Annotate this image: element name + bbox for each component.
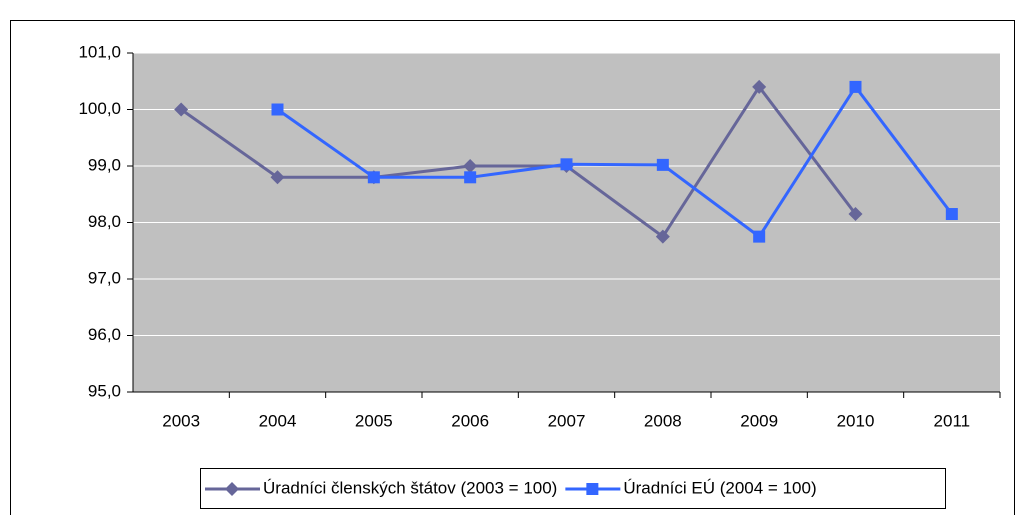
data-point [655,229,670,244]
x-tick-label: 2007 [548,411,586,430]
x-tick-label: 2010 [837,411,875,430]
x-tick-label: 2009 [740,411,778,430]
x-tick-label: 2004 [259,411,297,430]
data-point [560,158,573,171]
legend-label: Úradníci EÚ (2004 = 100) [623,478,816,497]
data-point [367,171,380,184]
data-point [752,79,767,94]
series-line [180,84,857,239]
legend-label: Úradníci členských štátov (2003 = 100) [263,478,557,497]
y-tick-label: 95,0 [88,381,121,400]
x-tick-label: 2003 [162,411,200,430]
data-point [174,102,189,117]
x-tick-label: 2005 [355,411,393,430]
x-tick-label: 2008 [644,411,682,430]
series-line [276,84,954,239]
y-tick-label: 99,0 [88,155,121,174]
y-tick-label: 101,0 [78,42,121,61]
data-point [656,158,669,171]
x-tick-label: 2006 [451,411,489,430]
y-tick-label: 96,0 [88,325,121,344]
data-point [463,159,478,173]
x-tick-label: 2011 [934,411,971,430]
data-point [849,80,862,93]
data-point [464,171,477,184]
data-point [270,170,285,185]
legend-marker [586,483,599,495]
y-tick-label: 98,0 [88,212,121,231]
data-point [753,230,766,243]
y-tick-label: 97,0 [88,268,121,287]
data-point [271,103,284,116]
data-point [848,207,863,222]
y-tick-label: 100,0 [78,99,121,118]
legend-marker [225,482,239,496]
data-point [945,208,958,221]
